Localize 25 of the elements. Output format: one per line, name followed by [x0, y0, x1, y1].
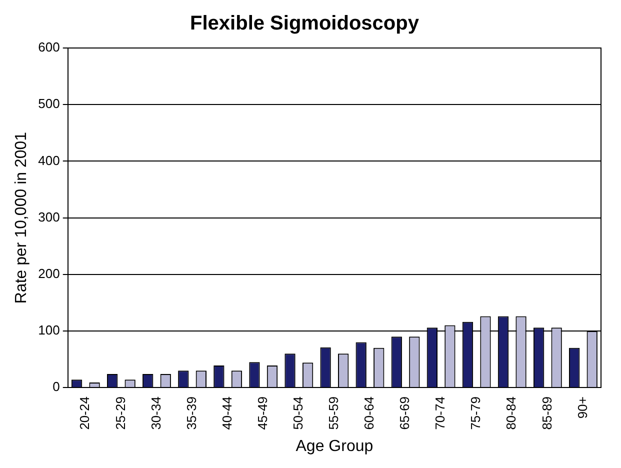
x-tick-label: 50-54	[290, 396, 306, 430]
x-tick-label: 30-34	[148, 396, 164, 430]
y-tick-label: 600	[38, 40, 60, 55]
y-tick-label: 400	[38, 152, 60, 168]
x-tick-label: 35-39	[184, 396, 199, 430]
chart-title: Flexible Sigmoidoscopy	[190, 12, 420, 35]
x-axis-title: Age Group	[296, 438, 374, 455]
x-tick-label: 25-29	[112, 396, 128, 430]
x-tick-label: 80-84	[504, 396, 519, 430]
y-axis-title: Rate per 10,000 in 2001	[13, 132, 30, 304]
y-tick-label: 500	[38, 96, 60, 112]
x-tick-label: 70-74	[432, 396, 448, 430]
y-tick-label: 100	[38, 322, 60, 338]
x-tick-label: 85-89	[539, 396, 554, 430]
y-tick-label: 200	[38, 266, 60, 281]
x-tick-label: 75-79	[468, 396, 484, 430]
x-tick-label: 40-44	[219, 396, 234, 430]
x-tick-label: 45-49	[254, 396, 270, 430]
x-tick-label: 20-24	[77, 396, 92, 430]
x-tick-label: 90+	[574, 396, 590, 419]
y-tick-label: 300	[38, 209, 60, 224]
x-tick-label: 60-64	[362, 396, 377, 430]
x-tick-label: 55-59	[326, 396, 342, 430]
x-tick-label: 65-69	[397, 396, 412, 430]
y-tick-label: 0	[52, 379, 60, 394]
